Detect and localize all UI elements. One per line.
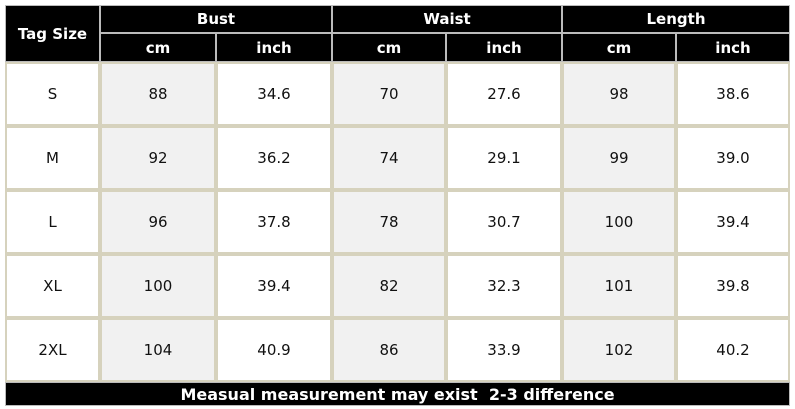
tag-size-header: Tag Size [5,5,100,62]
size-label: S [5,62,100,126]
measurement: 32.3 [446,254,562,318]
measurement: 39.4 [676,190,790,254]
measurement: 86 [332,318,446,382]
group-header: Length [562,5,790,33]
measurement: 30.7 [446,190,562,254]
measurement: 40.2 [676,318,790,382]
measurement: 78 [332,190,446,254]
measurement: 101 [562,254,676,318]
measurement: 39.0 [676,126,790,190]
measurement: 92 [100,126,216,190]
measurement: 99 [562,126,676,190]
unit-header: cm [562,33,676,62]
unit-header: inch [676,33,790,62]
measurement: 36.2 [216,126,332,190]
unit-header: inch [216,33,332,62]
measurement: 38.6 [676,62,790,126]
unit-header: cm [332,33,446,62]
measurement: 37.8 [216,190,332,254]
measurement: 96 [100,190,216,254]
measurement: 74 [332,126,446,190]
measurement: 100 [562,190,676,254]
measurement: 100 [100,254,216,318]
group-header: Waist [332,5,562,33]
footer-note: Measual measurement may exist 2-3 differ… [5,382,790,406]
measurement: 27.6 [446,62,562,126]
measurement: 98 [562,62,676,126]
group-header: Bust [100,5,332,33]
size-label: 2XL [5,318,100,382]
measurement: 82 [332,254,446,318]
size-label: XL [5,254,100,318]
measurement: 40.9 [216,318,332,382]
size-label: L [5,190,100,254]
measurement: 88 [100,62,216,126]
measurement: 34.6 [216,62,332,126]
measurement: 70 [332,62,446,126]
measurement: 39.4 [216,254,332,318]
measurement: 29.1 [446,126,562,190]
measurement: 39.8 [676,254,790,318]
measurement: 104 [100,318,216,382]
unit-header: cm [100,33,216,62]
size-label: M [5,126,100,190]
unit-header: inch [446,33,562,62]
measurement: 102 [562,318,676,382]
measurement: 33.9 [446,318,562,382]
